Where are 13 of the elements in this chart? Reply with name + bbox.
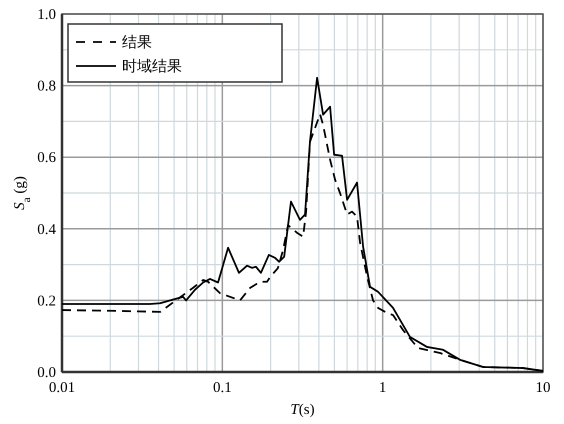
x-tick-label: 1: [378, 380, 386, 396]
y-tick-label: 0.4: [37, 222, 56, 238]
x-tick-label: 0.1: [212, 380, 232, 396]
y-tick-label: 0.8: [37, 78, 56, 95]
x-axis-title: T(s): [290, 402, 315, 418]
x-tick-label: 0.01: [48, 380, 76, 396]
x-tick-label: 10: [536, 380, 550, 396]
y-tick-label: 0.6: [37, 150, 56, 166]
legend-label: 结果: [122, 34, 152, 51]
y-tick-label: 0.0: [37, 365, 56, 381]
y-tick-label: 1.0: [37, 7, 56, 23]
legend-label: 时域结果: [122, 58, 182, 75]
y-tick-label: 0.2: [37, 293, 56, 310]
